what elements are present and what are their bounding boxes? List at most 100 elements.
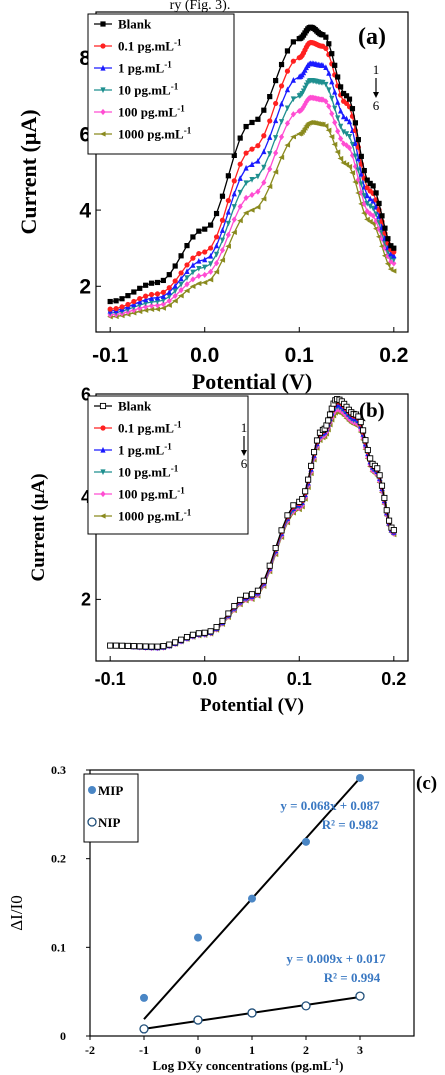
legend-label: 100 pg.mL-1 — [118, 485, 185, 501]
legend-swatch-marker — [100, 87, 106, 94]
data-point — [364, 200, 370, 207]
data-point — [118, 642, 126, 649]
data-point — [358, 201, 364, 207]
x-axis-label: Log DXy concentrations (pg.mL-1) — [152, 1057, 343, 1073]
data-point — [154, 302, 161, 309]
data-point — [326, 70, 332, 76]
data-point — [326, 103, 332, 110]
data-point — [225, 173, 231, 179]
data-point — [340, 90, 347, 97]
data-point — [343, 100, 350, 107]
annotation-end: 6 — [241, 456, 248, 471]
data-point — [172, 263, 178, 269]
data-point — [391, 245, 397, 251]
equation-nip: y = 0.009x + 0.017 — [286, 951, 386, 966]
data-point — [196, 250, 202, 257]
data-point — [166, 297, 172, 304]
data-point — [376, 472, 383, 479]
data-point — [278, 154, 285, 161]
data-point — [381, 494, 388, 502]
data-point — [184, 281, 190, 288]
data-point — [266, 183, 273, 190]
data-point — [202, 256, 208, 263]
data-point — [213, 242, 220, 249]
data-point — [208, 252, 214, 259]
data-point — [237, 203, 243, 210]
data-point — [325, 417, 332, 424]
data-point — [254, 204, 261, 210]
data-point — [196, 257, 202, 264]
data-point — [352, 163, 359, 170]
data-point — [184, 275, 190, 281]
data-point — [178, 636, 185, 643]
legend-swatch-marker — [100, 490, 106, 498]
x-tick-label: 0.2 — [379, 344, 408, 367]
legend-label: Blank — [118, 399, 152, 414]
series-3 — [107, 77, 397, 317]
data-point — [343, 115, 350, 122]
data-point — [290, 502, 297, 509]
x-tick-label: -0.1 — [92, 344, 129, 367]
data-point — [302, 837, 310, 846]
data-point — [148, 291, 155, 298]
legend-swatch-marker — [100, 446, 106, 453]
data-point — [202, 226, 208, 232]
data-point — [284, 512, 291, 519]
data-point — [231, 216, 237, 223]
legend-box — [83, 773, 139, 843]
data-point — [320, 96, 326, 103]
data-point — [323, 45, 329, 52]
data-point — [278, 527, 285, 534]
legend-label: NIP — [98, 815, 120, 830]
data-point — [125, 301, 131, 308]
x-axis-label: Potential (V) — [200, 695, 304, 716]
legend-label: 1 pg.mL-1 — [118, 59, 172, 75]
data-point — [208, 245, 214, 251]
data-point — [201, 629, 208, 636]
data-point — [349, 106, 356, 112]
data-point — [349, 170, 356, 176]
data-point — [260, 577, 267, 584]
data-point — [249, 119, 255, 126]
data-point — [379, 213, 385, 219]
data-point — [261, 148, 267, 155]
data-point — [213, 624, 220, 631]
data-point — [332, 62, 338, 68]
annotation-end: 6 — [373, 98, 380, 113]
data-point — [113, 298, 119, 304]
data-point — [178, 275, 184, 282]
data-point — [255, 116, 261, 122]
data-point — [136, 308, 143, 315]
data-point — [261, 133, 267, 139]
data-point — [299, 496, 306, 503]
data-point — [346, 163, 353, 170]
data-point — [261, 107, 267, 113]
legend-swatch-marker — [99, 131, 106, 137]
data-point — [148, 306, 155, 313]
legend: Blank 0.1 pg.mL-1 1 pg.mL-1 10 pg.mL-1 100 p… — [87, 395, 249, 535]
data-point — [383, 507, 390, 514]
data-point — [154, 291, 161, 297]
legend: Blank 0.1 pg.mL-1 1 pg.mL-1 10 pg.mL-1 100 p… — [87, 13, 235, 155]
data-point — [370, 183, 376, 189]
data-point — [172, 278, 178, 284]
data-point — [290, 39, 296, 45]
legend-label: 0.1 pg.mL-1 — [118, 419, 182, 435]
legend-swatch-marker — [100, 469, 106, 476]
data-point — [332, 119, 338, 126]
data-point — [355, 991, 365, 1001]
data-point — [237, 218, 243, 224]
data-point — [124, 642, 131, 649]
data-point — [195, 280, 202, 287]
data-point — [160, 305, 166, 311]
data-point — [346, 118, 353, 125]
data-point — [196, 265, 202, 272]
series-MIP — [140, 773, 364, 1020]
data-point — [358, 153, 364, 159]
data-point — [184, 268, 190, 274]
data-point — [178, 281, 184, 288]
data-point — [338, 123, 344, 130]
data-point — [142, 643, 149, 650]
data-point — [360, 427, 367, 434]
data-point — [367, 455, 374, 462]
